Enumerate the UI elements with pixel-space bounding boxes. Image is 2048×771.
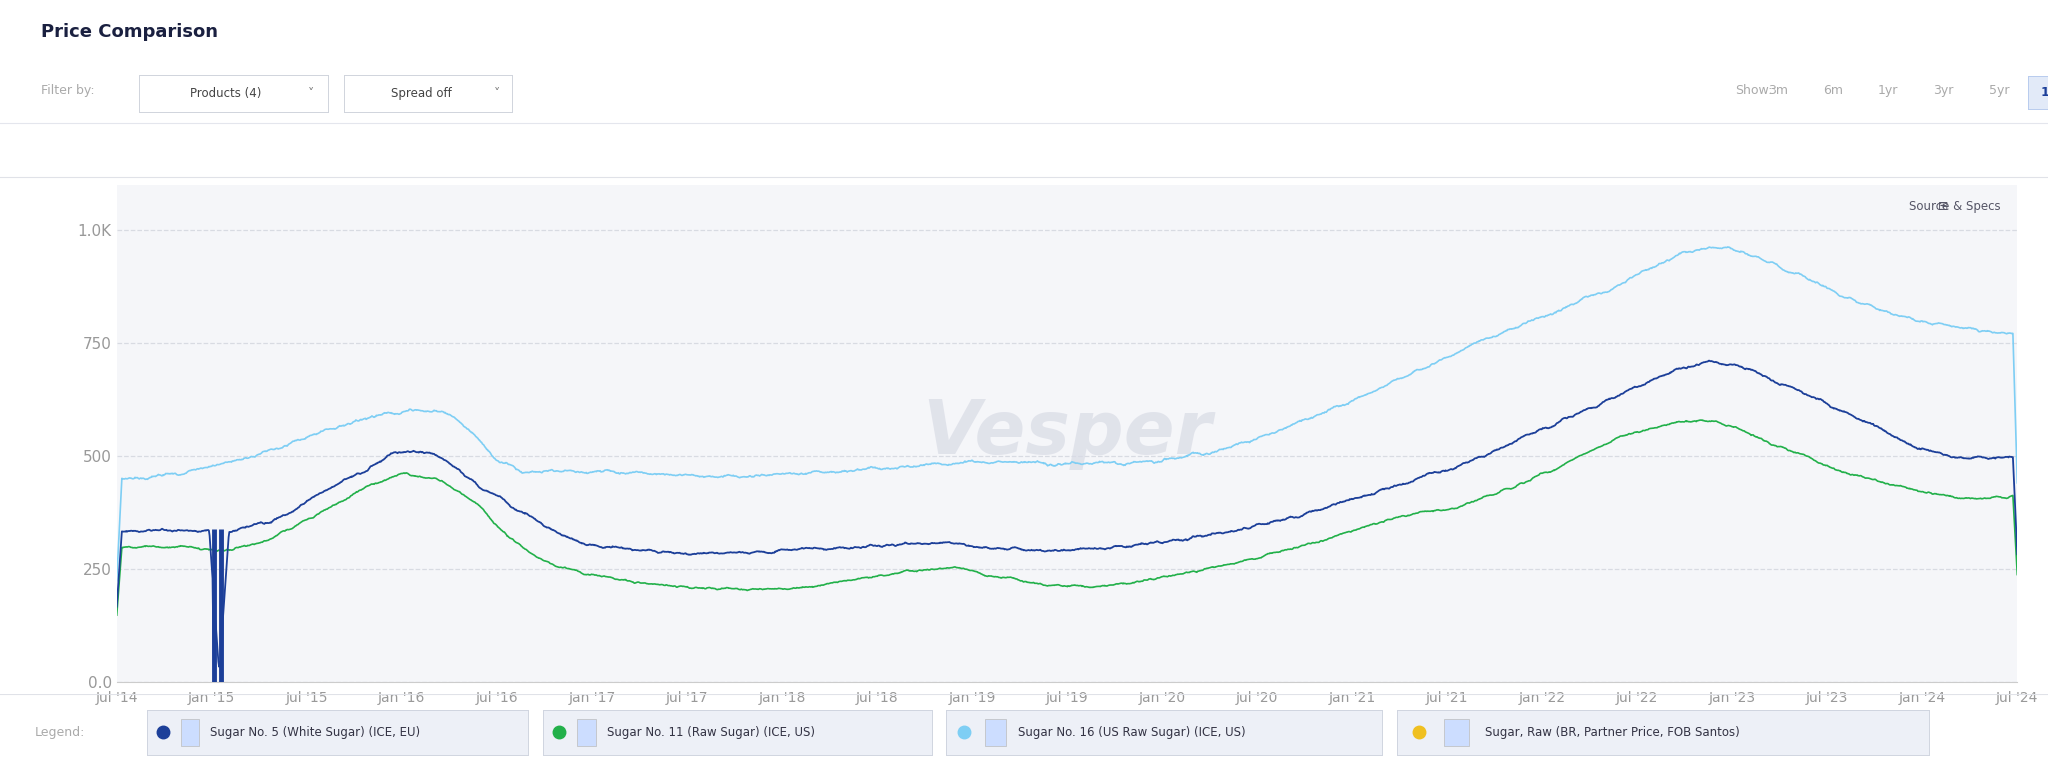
Text: Sugar No. 5 (White Sugar) (ICE, EU): Sugar No. 5 (White Sugar) (ICE, EU): [211, 726, 420, 739]
Text: Show:: Show:: [1735, 85, 1772, 97]
Text: Filter by:: Filter by:: [41, 85, 94, 97]
Text: 3yr: 3yr: [1933, 85, 1954, 97]
Text: Sugar No. 11 (Raw Sugar) (ICE, US): Sugar No. 11 (Raw Sugar) (ICE, US): [606, 726, 815, 739]
FancyBboxPatch shape: [578, 719, 596, 746]
Text: Products (4): Products (4): [190, 87, 262, 99]
Text: 10yr: 10yr: [2040, 86, 2048, 99]
Text: ˅: ˅: [307, 87, 313, 99]
Text: ˅: ˅: [494, 87, 500, 99]
Text: Source & Specs: Source & Specs: [1909, 200, 2001, 214]
Text: Legend:: Legend:: [35, 726, 86, 739]
Text: Vesper: Vesper: [922, 397, 1212, 470]
Text: 3m: 3m: [1767, 85, 1788, 97]
FancyBboxPatch shape: [180, 719, 199, 746]
Text: Sugar, Raw (BR, Partner Price, FOB Santos): Sugar, Raw (BR, Partner Price, FOB Santo…: [1485, 726, 1739, 739]
Text: Sugar No. 16 (US Raw Sugar) (ICE, US): Sugar No. 16 (US Raw Sugar) (ICE, US): [1018, 726, 1245, 739]
Text: Spread off: Spread off: [391, 87, 453, 99]
FancyBboxPatch shape: [1444, 719, 1468, 746]
Text: 1yr: 1yr: [1878, 85, 1898, 97]
Text: 5yr: 5yr: [1989, 85, 2009, 97]
Text: 6m: 6m: [1823, 85, 1843, 97]
Text: Price Comparison: Price Comparison: [41, 23, 217, 41]
Text: ⊞: ⊞: [1937, 200, 1948, 214]
FancyBboxPatch shape: [985, 719, 1006, 746]
